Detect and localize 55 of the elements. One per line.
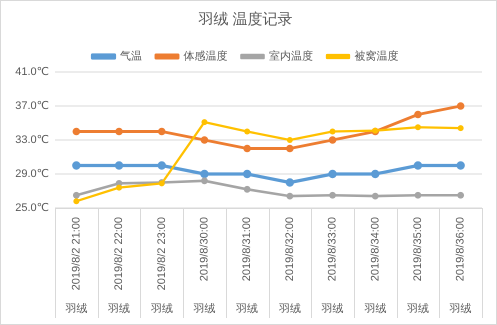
y-tick-label: 25.0℃: [15, 202, 49, 214]
category-label: 2019/8/36:00 羽绒: [450, 217, 472, 316]
point: [116, 184, 122, 191]
point: [158, 128, 166, 136]
category-label: 2019/8/34:00 羽绒: [364, 217, 386, 316]
point: [72, 128, 80, 136]
point: [330, 128, 336, 134]
x-tick-label: 2019/8/2 21:00 羽绒: [65, 217, 88, 316]
x-tick-label: 2019/8/2 23:00 羽绒: [150, 217, 173, 316]
point: [201, 177, 208, 184]
point: [414, 110, 422, 118]
chart-title: 羽绒 温度记录: [197, 11, 293, 28]
point: [458, 125, 464, 132]
point: [286, 137, 293, 143]
point: [456, 102, 464, 110]
legend-label: 被窝温度: [354, 50, 398, 63]
point: [201, 119, 208, 126]
category-label: 2019/8/35:00 羽绒: [406, 217, 429, 316]
point: [72, 161, 81, 170]
point: [200, 170, 209, 178]
y-tick-label: 33.0℃: [15, 134, 49, 146]
legend-label: 气温: [120, 50, 142, 63]
point: [328, 170, 337, 178]
category-label: 2019/8/33:00 羽绒: [322, 217, 344, 316]
category-label: 2019/8/31:00 羽绒: [236, 217, 258, 316]
y-tick-label: 29.0℃: [15, 168, 49, 180]
point: [329, 192, 336, 199]
point: [372, 192, 379, 200]
point: [286, 192, 294, 200]
point: [73, 198, 80, 204]
point: [243, 144, 251, 152]
point: [244, 186, 251, 193]
point: [242, 170, 252, 178]
point: [286, 144, 294, 152]
y-tick-label: 37.0℃: [15, 100, 49, 112]
point: [114, 161, 124, 170]
point: [72, 192, 80, 199]
point: [414, 192, 422, 199]
legend-label: 室内温度: [269, 50, 313, 63]
point: [328, 136, 336, 144]
point: [414, 161, 422, 170]
point: [200, 136, 208, 144]
legend-label: 体感温度: [184, 50, 228, 63]
point: [286, 178, 294, 187]
y-tick-label: 41.0℃: [15, 66, 49, 78]
point: [158, 161, 166, 170]
category-label: 2019/8/30:00 羽绒: [193, 217, 216, 316]
point: [456, 161, 465, 170]
point: [244, 128, 250, 134]
category-label: 2019/8/32:00 羽绒: [278, 217, 301, 316]
x-tick-label: 2019/8/2 22:00 羽绒: [108, 217, 130, 316]
point: [371, 170, 380, 178]
point: [457, 192, 464, 199]
point: [115, 128, 123, 136]
point: [414, 124, 421, 130]
